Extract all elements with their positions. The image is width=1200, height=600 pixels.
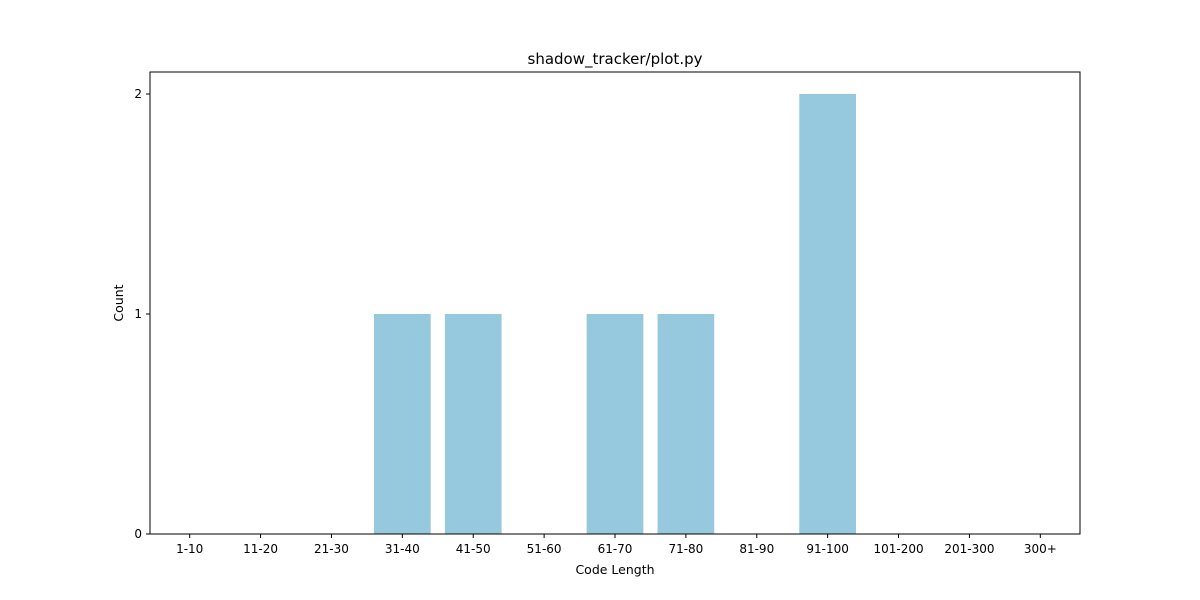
y-tick-label: 1 <box>134 307 142 321</box>
bar-91-100 <box>799 94 857 534</box>
x-tick-label: 71-80 <box>668 542 703 556</box>
bar-71-80 <box>657 314 715 534</box>
x-tick-label: 41-50 <box>456 542 491 556</box>
x-tick-label: 61-70 <box>598 542 633 556</box>
x-axis: 1-10 11-20 21-30 31-40 41-50 51-60 61-70 71-80 8… <box>176 534 1057 556</box>
y-axis-label: Count <box>111 284 126 321</box>
bar-41-50 <box>444 314 502 534</box>
bar-31-40 <box>373 314 431 534</box>
y-tick-label: 0 <box>134 527 142 541</box>
y-axis: 0 1 2 <box>134 87 150 541</box>
x-tick-label: 21-30 <box>314 542 349 556</box>
bar-61-70 <box>586 314 644 534</box>
bars-group <box>373 94 857 534</box>
x-tick-label: 101-200 <box>873 542 923 556</box>
x-tick-label: 300+ <box>1024 542 1057 556</box>
x-axis-label: Code Length <box>575 562 654 577</box>
x-tick-label: 31-40 <box>385 542 420 556</box>
y-tick-label: 2 <box>134 87 142 101</box>
x-tick-label: 11-20 <box>243 542 278 556</box>
x-tick-label: 51-60 <box>527 542 562 556</box>
x-tick-label: 91-100 <box>806 542 849 556</box>
x-tick-label: 81-90 <box>739 542 774 556</box>
x-tick-label: 1-10 <box>176 542 203 556</box>
chart-title: shadow_tracker/plot.py <box>528 50 703 69</box>
x-tick-label: 201-300 <box>944 542 994 556</box>
